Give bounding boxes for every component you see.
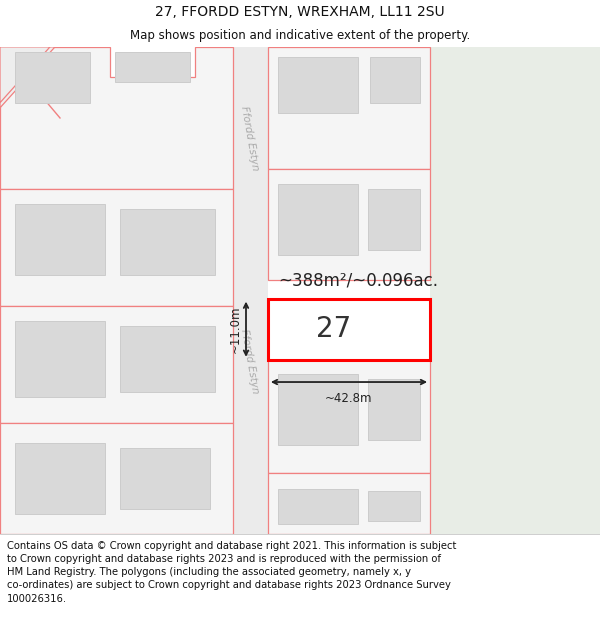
Polygon shape	[233, 47, 268, 534]
Polygon shape	[0, 306, 233, 422]
Bar	[15, 321, 105, 398]
Polygon shape	[0, 422, 233, 534]
Text: Ffordd Estyn: Ffordd Estyn	[239, 329, 260, 395]
Bar	[368, 379, 420, 440]
Text: ~388m²/~0.096ac.: ~388m²/~0.096ac.	[278, 271, 438, 289]
Text: 27, FFORDD ESTYN, WREXHAM, LL11 2SU: 27, FFORDD ESTYN, WREXHAM, LL11 2SU	[155, 5, 445, 19]
Bar	[120, 326, 215, 392]
Text: Map shows position and indicative extent of the property.: Map shows position and indicative extent…	[130, 29, 470, 42]
Polygon shape	[268, 474, 430, 534]
Bar	[278, 374, 358, 445]
Bar	[368, 189, 420, 250]
Bar	[430, 47, 600, 534]
Text: 27: 27	[316, 315, 352, 343]
Text: ~11.0m: ~11.0m	[229, 306, 242, 353]
Polygon shape	[268, 359, 430, 474]
Text: ~42.8m: ~42.8m	[325, 392, 373, 405]
Bar	[120, 209, 215, 276]
Bar	[115, 52, 190, 82]
Text: Ffordd Estyn: Ffordd Estyn	[239, 105, 260, 171]
Bar	[120, 448, 210, 509]
Polygon shape	[0, 189, 233, 306]
Bar	[278, 489, 358, 524]
Bar	[278, 184, 358, 255]
Polygon shape	[268, 47, 430, 169]
Bar	[368, 491, 420, 521]
Bar	[268, 299, 430, 359]
Bar	[15, 52, 90, 102]
Bar	[268, 299, 430, 359]
Polygon shape	[0, 47, 50, 102]
Polygon shape	[268, 169, 430, 281]
Bar	[278, 57, 358, 113]
Polygon shape	[0, 47, 55, 108]
Bar	[15, 204, 105, 276]
Bar	[15, 443, 105, 514]
Text: Contains OS data © Crown copyright and database right 2021. This information is : Contains OS data © Crown copyright and d…	[7, 541, 457, 604]
Polygon shape	[0, 47, 233, 189]
Bar	[370, 57, 420, 102]
